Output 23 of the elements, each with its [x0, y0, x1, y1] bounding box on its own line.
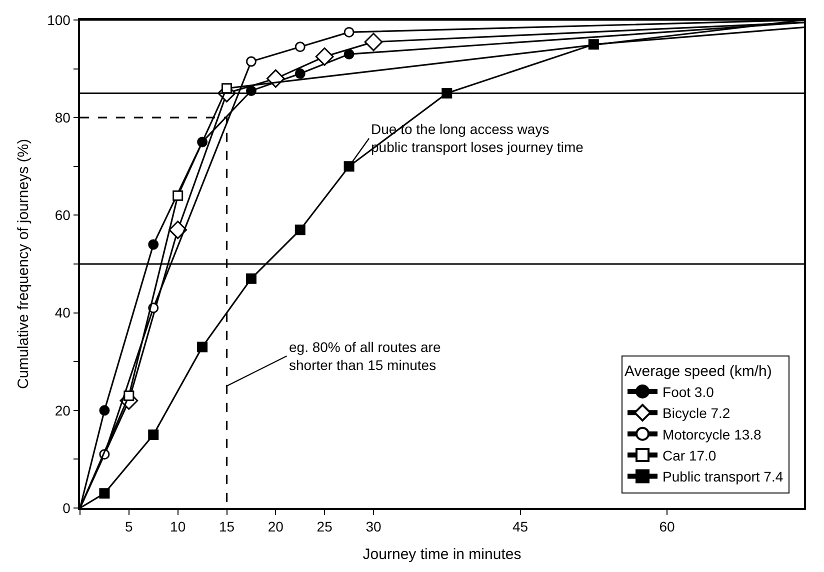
x-tick-label: 15	[218, 518, 235, 535]
y-tick-label: 80	[54, 110, 71, 126]
y-tick-label: 40	[54, 304, 71, 321]
x-axis-title: Journey time in minutes	[362, 546, 522, 564]
legend-label: Public transport 7.4	[662, 468, 784, 485]
x-tick-label: 20	[268, 518, 284, 535]
x-tick-label: 10	[170, 518, 186, 535]
y-tick-label: 0	[62, 500, 71, 516]
y-axis-title: Cumulative frequency of journeys (%)	[14, 138, 32, 390]
y-tick-label: 100	[47, 12, 71, 28]
annotation: eg. 80% of all routes are shorter than 15 minutes	[289, 339, 441, 374]
y-tick-label: 20	[54, 402, 71, 418]
legend-label: Motorcycle 13.8	[662, 426, 762, 442]
legend-label: Foot 3.0	[662, 384, 714, 400]
legend-label: Bicycle 7.2	[662, 405, 730, 422]
legend-title: Average speed (km/h)	[624, 362, 772, 380]
x-tick-label: 5	[125, 518, 134, 535]
x-tick-label: 30	[366, 518, 382, 535]
x-tick-label: 45	[512, 518, 528, 535]
x-tick-label: 60	[659, 518, 676, 535]
legend-label: Car 17.0	[662, 448, 716, 464]
y-tick-label: 60	[54, 207, 71, 224]
x-tick-label: 25	[316, 518, 333, 535]
